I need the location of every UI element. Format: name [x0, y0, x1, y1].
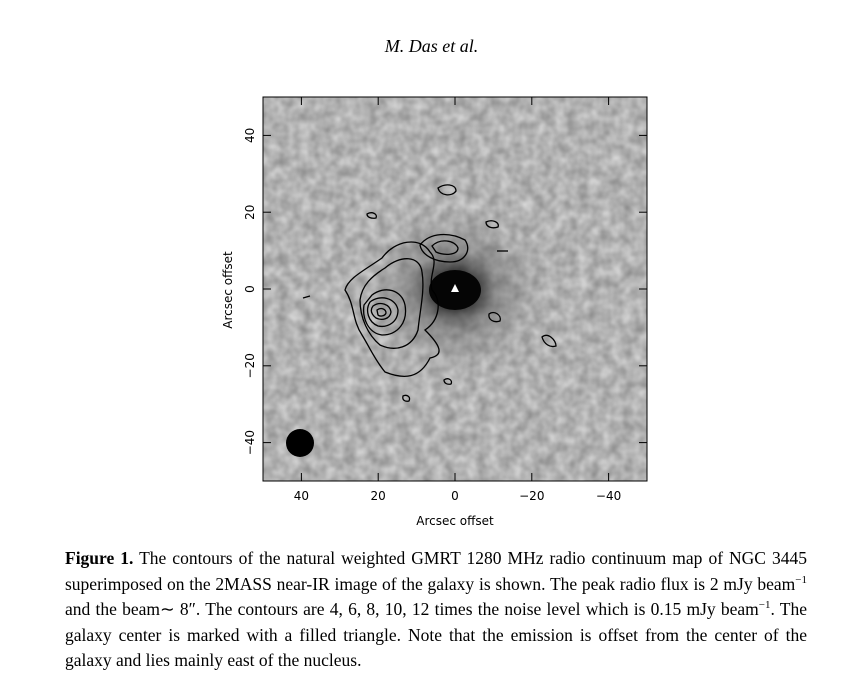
- y-tick-label: 40: [243, 128, 257, 143]
- contour: [362, 289, 407, 336]
- x-axis-label: Arcsec offset: [416, 514, 494, 528]
- caption: Figure 1. The contours of the natural we…: [65, 546, 807, 674]
- contour: [419, 233, 469, 263]
- y-tick-label: −40: [243, 430, 257, 455]
- contour: [443, 378, 453, 385]
- caption-label: Figure 1.: [65, 548, 134, 568]
- figure: Arcsec offset Arcsec offset 40 20 0 −20 −40 −…: [221, 96, 648, 528]
- x-tick-label: 20: [371, 489, 386, 503]
- beam: [286, 429, 314, 457]
- contour: [366, 212, 378, 219]
- contour: [437, 184, 457, 196]
- galaxy-center-triangle: [451, 284, 459, 292]
- y-axis-label: Arcsec offset: [221, 251, 235, 329]
- caption-superscript: −1: [758, 599, 771, 612]
- x-tick-label: 40: [294, 489, 309, 503]
- contour: [359, 258, 424, 349]
- caption-text: and the beam∼ 8″. The contours are 4, 6,…: [65, 599, 759, 619]
- contours: [302, 184, 557, 402]
- contour: [376, 307, 387, 317]
- x-tick-label: −40: [596, 489, 621, 503]
- running-head: M. Das et al.: [384, 36, 479, 56]
- contour: [431, 240, 459, 255]
- contour: [344, 241, 440, 378]
- y-tick-label: 0: [243, 285, 257, 293]
- contour: [370, 302, 392, 320]
- caption-text: . The galaxy center is marked with a fil…: [65, 599, 807, 670]
- x-tick-label: −20: [519, 489, 544, 503]
- y-tick-label: 20: [243, 205, 257, 220]
- caption-text: The contours of the natural weighted GMR…: [65, 548, 807, 594]
- caption-superscript: −1: [795, 573, 807, 586]
- contour: [541, 334, 557, 348]
- contour: [488, 311, 501, 323]
- contour: [485, 220, 499, 229]
- y-tick-label: −20: [243, 353, 257, 378]
- contour: [367, 297, 399, 328]
- contour: [402, 394, 411, 402]
- contour: [302, 295, 311, 299]
- x-tick-label: 0: [451, 489, 459, 503]
